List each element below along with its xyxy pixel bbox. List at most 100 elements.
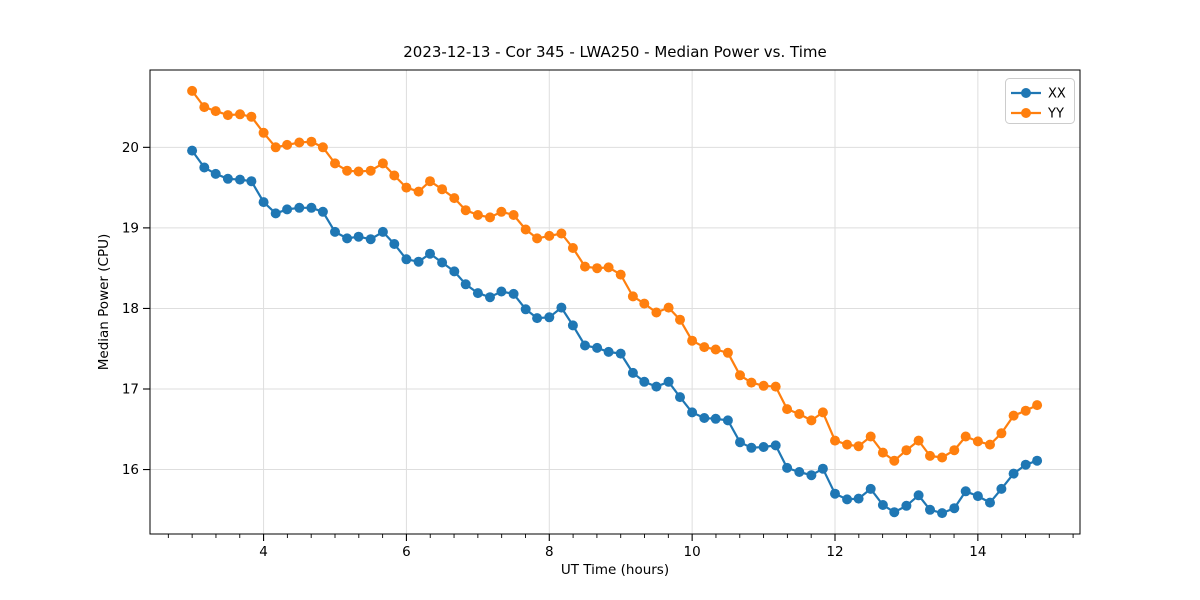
series-yy-marker xyxy=(758,380,769,391)
series-xx-marker xyxy=(735,437,745,448)
series-xx-marker xyxy=(1020,459,1031,470)
series-yy-marker xyxy=(865,431,876,442)
series-xx-marker xyxy=(199,162,210,173)
series-yy-marker xyxy=(472,210,483,220)
series-xx-marker xyxy=(699,413,710,423)
series-yy-marker xyxy=(627,291,638,302)
series-yy-marker xyxy=(353,166,364,177)
series-yy-marker xyxy=(187,85,198,96)
series-xx-marker xyxy=(877,500,888,510)
series-xx-marker xyxy=(782,462,793,473)
axes-layer: 4 6 8 10 12 14 16 17 18 19 20 xyxy=(122,69,1081,560)
series-xx-marker xyxy=(437,257,448,268)
plot-border xyxy=(149,69,1081,535)
series-xx-marker xyxy=(556,302,567,313)
series-yy-marker xyxy=(817,407,828,418)
series-yy-marker xyxy=(901,445,912,456)
series-yy-marker xyxy=(210,106,221,117)
series-yy-marker xyxy=(460,205,471,216)
legend-marker-xx-icon xyxy=(1021,88,1031,98)
series-xx-marker xyxy=(353,231,364,242)
series-xx-marker xyxy=(603,346,614,357)
series-yy-marker xyxy=(806,415,817,426)
series-yy-marker xyxy=(615,269,626,280)
series-yy-marker xyxy=(1008,410,1019,421)
series-yy-marker xyxy=(437,184,448,195)
series-yy-marker xyxy=(889,455,900,466)
series-xx-marker xyxy=(1032,455,1043,466)
series-yy-marker xyxy=(639,298,650,309)
series-yy-marker xyxy=(222,110,233,121)
series-yy-marker xyxy=(246,111,257,122)
series-yy-marker xyxy=(651,307,662,318)
series-yy-marker xyxy=(782,404,793,415)
series-yy-marker xyxy=(567,243,578,253)
series-xx-marker xyxy=(342,233,353,244)
series-xx-marker xyxy=(830,488,840,499)
series-xx-marker xyxy=(806,470,817,481)
y-tick-label: 20 xyxy=(122,140,139,156)
series-xx-marker xyxy=(972,491,983,502)
series-xx-marker xyxy=(282,204,293,215)
series-xx-marker xyxy=(842,494,853,505)
series-xx-marker xyxy=(496,286,507,297)
series-xx-marker xyxy=(960,486,971,497)
series-xx-marker xyxy=(317,206,328,217)
series-xx-marker xyxy=(258,197,269,208)
legend-marker-yy-icon xyxy=(1021,108,1031,118)
series-xx-marker xyxy=(627,367,638,378)
legend-label-yy: YY xyxy=(1047,107,1064,122)
series-yy-marker xyxy=(413,186,424,197)
series-xx-marker xyxy=(1008,468,1019,479)
series-xx-marker xyxy=(925,504,935,515)
series-xx-marker xyxy=(294,202,305,213)
series-xx-marker xyxy=(985,497,995,508)
series-xx-marker xyxy=(817,463,828,474)
series-xx-marker xyxy=(544,312,555,323)
series-yy-marker xyxy=(687,335,698,346)
series-yy-marker xyxy=(842,439,853,450)
series-yy-marker xyxy=(735,370,745,381)
series-yy-marker xyxy=(330,158,340,169)
series-xx-marker xyxy=(996,483,1007,494)
series-yy-marker xyxy=(508,210,519,220)
series-yy-marker xyxy=(449,193,460,204)
series-yy-marker xyxy=(520,224,531,235)
series-xx-marker xyxy=(330,226,340,237)
x-axis-label: UT Time (hours) xyxy=(560,562,670,578)
series-yy-marker xyxy=(342,165,353,176)
series-yy-marker xyxy=(722,347,733,358)
series-xx-marker xyxy=(567,320,578,331)
series-xx-marker xyxy=(210,168,221,179)
series-xx-marker xyxy=(508,288,519,299)
series-yy-marker xyxy=(710,344,721,355)
series-xx-marker xyxy=(270,208,281,219)
series-xx-marker xyxy=(639,376,650,387)
series-xx-marker xyxy=(377,226,388,237)
series-xx-marker xyxy=(865,483,876,494)
series-xx-marker xyxy=(187,145,198,156)
series-yy-marker xyxy=(485,212,495,223)
series-yy-marker xyxy=(1032,400,1043,411)
series-layer xyxy=(187,85,1043,519)
series-yy-marker xyxy=(985,439,995,450)
series-yy-marker xyxy=(580,261,590,272)
series-xx-marker xyxy=(758,442,769,452)
chart-title: 2023-12-13 - Cor 345 - LWA250 - Median P… xyxy=(403,43,827,61)
series-yy-marker xyxy=(401,182,412,193)
series-yy-marker xyxy=(663,302,674,313)
series-xx-marker xyxy=(592,342,603,353)
series-xx-marker xyxy=(235,174,245,185)
x-tick-label: 12 xyxy=(826,544,843,560)
series-xx-marker xyxy=(520,304,531,315)
series-xx-marker xyxy=(889,507,900,518)
series-xx-marker xyxy=(794,467,805,477)
series-yy-marker xyxy=(960,431,971,442)
x-tick-label: 6 xyxy=(402,544,411,560)
series-yy-marker xyxy=(365,165,376,176)
series-yy-marker xyxy=(937,452,948,463)
x-tick-label: 14 xyxy=(969,544,986,560)
y-tick-label: 17 xyxy=(122,382,139,398)
